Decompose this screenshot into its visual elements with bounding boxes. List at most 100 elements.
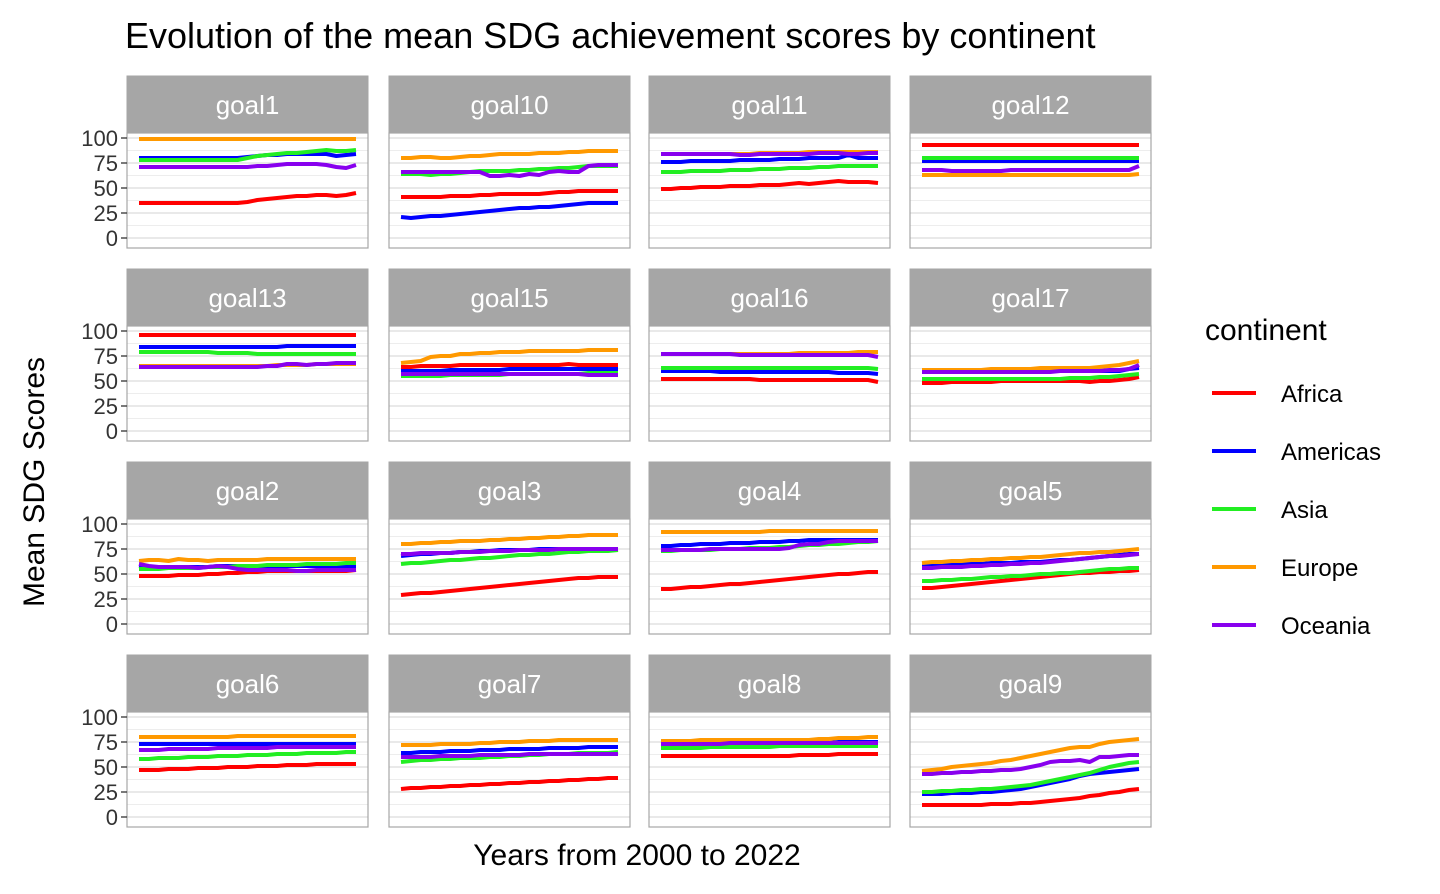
series-line-asia bbox=[922, 566, 1139, 583]
series-line-americas bbox=[661, 369, 879, 376]
facet-panel-goal12: goal12 bbox=[909, 75, 1152, 249]
facet-panel-goal15: goal15 bbox=[388, 268, 631, 442]
y-tick-label: 75 bbox=[94, 730, 118, 755]
series-line-africa bbox=[922, 568, 1140, 590]
facet-strip-label: goal5 bbox=[999, 476, 1063, 506]
legend-item-africa: Africa bbox=[1212, 381, 1343, 408]
facet-strip-label: goal10 bbox=[470, 90, 548, 120]
y-tick-label: 50 bbox=[94, 562, 118, 587]
facet-strip-label: goal11 bbox=[731, 90, 807, 120]
series-line-africa bbox=[139, 762, 356, 772]
series-line-americas bbox=[401, 367, 618, 373]
facet-strip-label: goal17 bbox=[991, 283, 1069, 313]
facet-plot-area bbox=[910, 330, 1151, 432]
y-tick-label: 25 bbox=[94, 394, 118, 419]
series-line-asia bbox=[139, 350, 356, 356]
series-line-oceania bbox=[922, 363, 1140, 374]
facet-plot-area bbox=[127, 716, 368, 818]
facet-strip bbox=[388, 461, 631, 520]
legend-item-asia: Asia bbox=[1212, 497, 1328, 524]
series-line-europe bbox=[921, 547, 1140, 565]
y-tick-label: 0 bbox=[106, 805, 118, 830]
series-line-europe bbox=[139, 734, 356, 739]
facet-plot-area bbox=[127, 523, 368, 625]
y-tick-label: 50 bbox=[94, 369, 118, 394]
facet-plot-area bbox=[649, 716, 890, 818]
series-line-oceania bbox=[401, 547, 618, 556]
y-tick-label: 25 bbox=[94, 587, 118, 612]
series-line-africa bbox=[922, 787, 1140, 807]
facet-plot-area bbox=[910, 137, 1151, 239]
facet-panel-border bbox=[126, 325, 369, 442]
series-line-europe bbox=[138, 557, 356, 563]
facet-strip-label: goal7 bbox=[478, 669, 542, 699]
y-tick-label: 75 bbox=[94, 537, 118, 562]
series-line-europe bbox=[661, 735, 878, 743]
facet-panel-border bbox=[648, 325, 891, 442]
facet-panel-goal7: goal7 bbox=[388, 654, 631, 828]
series-line-oceania bbox=[661, 539, 878, 552]
x-axis-label: Years from 2000 to 2022 bbox=[473, 839, 800, 872]
legend: continent Africa Americas Asia Europe Oceani… bbox=[1205, 314, 1381, 640]
series-line-asia bbox=[661, 744, 878, 750]
y-tick-label: 100 bbox=[81, 705, 118, 730]
y-tick-label: 0 bbox=[106, 226, 118, 251]
series-line-africa bbox=[661, 377, 879, 384]
facet-plot-area bbox=[389, 523, 630, 625]
facet-panel-border bbox=[909, 711, 1152, 828]
y-tick-label: 100 bbox=[81, 512, 118, 537]
y-tick-label: 0 bbox=[106, 612, 118, 637]
series-line-africa bbox=[400, 776, 618, 791]
series-line-europe bbox=[401, 149, 618, 160]
legend-label: Asia bbox=[1281, 497, 1328, 524]
facet-plot-area bbox=[910, 716, 1151, 818]
facet-strip bbox=[126, 461, 369, 520]
facet-strip-label: goal3 bbox=[478, 476, 542, 506]
facet-panel-border bbox=[909, 325, 1152, 442]
legend-item-oceania: Oceania bbox=[1212, 613, 1371, 640]
facet-plot-area bbox=[389, 716, 630, 818]
facet-strip bbox=[648, 654, 891, 713]
y-tick-label: 50 bbox=[94, 176, 118, 201]
series-line-americas bbox=[661, 153, 878, 164]
facet-panel-border bbox=[388, 325, 631, 442]
legend-item-europe: Europe bbox=[1212, 555, 1358, 582]
facet-strip bbox=[648, 75, 891, 134]
series-line-africa bbox=[661, 179, 879, 191]
series-line-asia bbox=[139, 148, 357, 162]
y-tick-label: 75 bbox=[94, 151, 118, 176]
facet-strip bbox=[388, 75, 631, 134]
facet-strip bbox=[388, 654, 631, 713]
series-line-asia bbox=[400, 548, 619, 566]
series-line-oceania bbox=[922, 753, 1139, 776]
series-line-africa bbox=[139, 191, 357, 205]
facet-strip-label: goal9 bbox=[999, 669, 1063, 699]
facet-strip bbox=[648, 268, 891, 327]
legend-title: continent bbox=[1205, 314, 1327, 347]
facet-plot-area bbox=[389, 330, 630, 432]
facet-strip bbox=[126, 75, 369, 134]
facet-panel-border bbox=[126, 518, 369, 635]
facet-strip-label: goal6 bbox=[216, 669, 280, 699]
facet-strip-label: goal1 bbox=[216, 90, 280, 120]
facet-plot-area bbox=[649, 137, 890, 239]
series-line-africa bbox=[661, 570, 878, 591]
series-line-asia bbox=[139, 750, 356, 761]
facet-panel-goal4: goal4 bbox=[648, 461, 891, 635]
facet-strip-label: goal16 bbox=[730, 283, 808, 313]
series-line-oceania bbox=[138, 562, 356, 573]
series-line-europe bbox=[400, 348, 618, 365]
series-line-europe bbox=[401, 533, 618, 546]
series-line-oceania bbox=[401, 752, 618, 759]
series-line-europe bbox=[401, 738, 618, 747]
facet-plot-area bbox=[649, 330, 890, 432]
y-tick-label: 0 bbox=[106, 419, 118, 444]
facet-panel-border bbox=[648, 132, 891, 249]
series-line-asia bbox=[922, 760, 1140, 794]
